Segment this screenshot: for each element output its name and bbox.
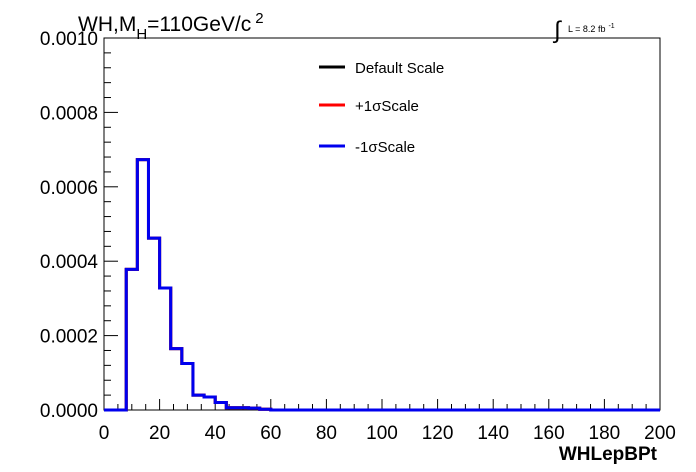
x-tick-label: 20: [149, 423, 170, 444]
x-tick-label: 180: [589, 423, 621, 444]
legend: Default Scale +1σScale -1σScale: [319, 60, 444, 156]
x-tick-label: 0: [99, 423, 110, 444]
luminosity-label: ∫ L = 8.2 fb -1: [552, 17, 615, 44]
x-tick-label: 40: [205, 423, 226, 444]
x-tick-label: 80: [316, 423, 337, 444]
legend-label-2: -1σScale: [355, 139, 415, 156]
y-axis-ticks: 0.0000 0.0002 0.0004 0.0006 0.0008 0.0010: [40, 29, 118, 422]
legend-label-1: +1σScale: [355, 98, 419, 115]
series-line-0: [104, 158, 660, 412]
y-tick-label: 0.0000: [40, 401, 98, 422]
x-tick-label: 160: [533, 423, 565, 444]
luminosity-text: L = 8.2 fb -1: [568, 23, 615, 34]
plot-frame: [103, 37, 661, 411]
x-axis-label: WHLepBPt: [559, 444, 658, 465]
x-axis-ticks: 0 20 40 60 80 100 120 140 160 180 200: [99, 399, 676, 444]
x-tick-label: 120: [422, 423, 454, 444]
y-tick-label: 0.0002: [40, 327, 98, 348]
series-layer: [104, 158, 660, 412]
integral-symbol: ∫: [552, 17, 562, 44]
chart-title: WH,MH=110GeV/c 2: [78, 10, 264, 43]
y-tick-label: 0.0006: [40, 178, 98, 199]
legend-label-0: Default Scale: [355, 60, 444, 77]
x-tick-label: 60: [260, 423, 281, 444]
series-line-2: [104, 158, 660, 412]
series-line-1: [104, 158, 660, 412]
x-tick-label: 100: [366, 423, 398, 444]
y-tick-label: 0.0010: [40, 29, 98, 50]
y-tick-label: 0.0004: [40, 252, 99, 273]
y-tick-label: 0.0008: [40, 103, 98, 124]
x-tick-label: 140: [477, 423, 509, 444]
x-tick-label: 200: [644, 423, 676, 444]
